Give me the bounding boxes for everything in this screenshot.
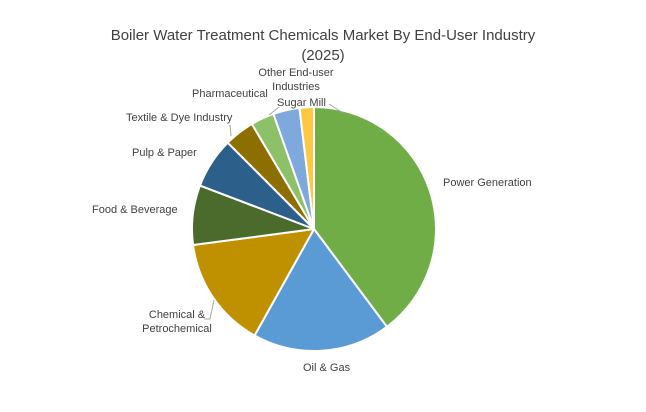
leader-line-chemical-petrochemical bbox=[204, 299, 215, 320]
slice-label-pharmaceutical: Pharmaceutical bbox=[192, 88, 268, 100]
pie-slice-chemical-petrochemical bbox=[192, 228, 315, 337]
chart-title-line2: (2025) bbox=[301, 47, 345, 64]
chart-title: Boiler Water Treatment Chemicals Market … bbox=[0, 26, 646, 66]
slice-label-textile-dye-industry: Textile & Dye Industry bbox=[126, 112, 233, 124]
slice-label-chemical-petrochemical: Chemical & Petrochemical bbox=[142, 309, 212, 335]
leader-line-textile-dye-industry bbox=[229, 124, 232, 137]
leader-line-other-end-user bbox=[328, 103, 344, 114]
slice-label-sugar-mill: Sugar Mill bbox=[277, 97, 326, 109]
slice-label-power-generation: Power Generation bbox=[443, 177, 532, 189]
slice-label-pulp-paper: Pulp & Paper bbox=[132, 147, 197, 159]
slice-label-oil-gas: Oil & Gas bbox=[303, 362, 351, 374]
slice-label-other-end-user: Other End-user Industries bbox=[258, 67, 334, 93]
leader-line-sugar-mill bbox=[268, 106, 280, 116]
chart-title-line1: Boiler Water Treatment Chemicals Market … bbox=[110, 27, 536, 44]
pie-slice-sugar-mill bbox=[298, 106, 315, 230]
pie-slice-power-generation bbox=[313, 106, 437, 328]
pie-slice-oil-gas bbox=[253, 228, 388, 352]
slice-label-food-beverage: Food & Beverage bbox=[92, 204, 178, 216]
